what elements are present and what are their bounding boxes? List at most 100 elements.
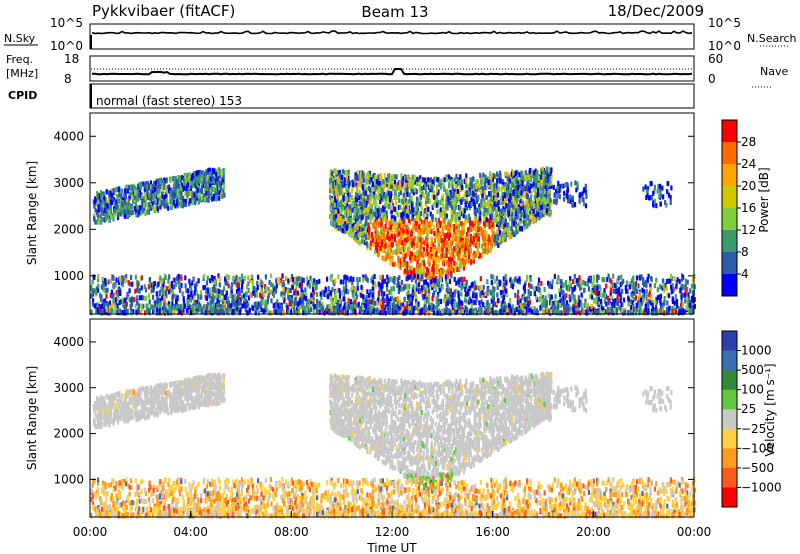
power-cell <box>102 211 105 217</box>
power-cell <box>131 281 134 287</box>
power-cell <box>251 280 254 286</box>
power-cell <box>546 198 549 204</box>
power-cell <box>504 235 507 241</box>
power-cell <box>403 245 407 251</box>
power-cell <box>496 201 499 207</box>
power-cell <box>412 181 415 187</box>
power-cell <box>204 193 208 199</box>
power-cell <box>517 190 520 195</box>
power-cell <box>221 193 224 199</box>
power-cell <box>460 199 463 205</box>
power-cell <box>475 199 478 204</box>
power-cell <box>384 224 387 229</box>
freq-label: Freq. <box>6 53 33 66</box>
power-cell <box>345 226 348 231</box>
power-cell <box>334 178 337 184</box>
power-cell <box>385 182 388 188</box>
power-cell <box>431 276 434 282</box>
power-cell <box>354 233 357 239</box>
power-cell <box>415 215 419 221</box>
power-cell <box>383 173 386 179</box>
power-cell <box>111 200 114 206</box>
power-cell <box>126 188 129 194</box>
power-cell <box>512 196 515 202</box>
power-cell <box>455 221 458 227</box>
power-cell <box>138 182 141 188</box>
power-cell <box>402 192 405 198</box>
power-cell <box>456 228 459 234</box>
power-cell <box>423 240 426 246</box>
power-cell <box>158 200 161 206</box>
power-cell <box>100 207 103 213</box>
power-cell <box>182 199 186 205</box>
power-cell <box>330 185 333 190</box>
power-cell <box>480 199 483 205</box>
power-cell <box>257 310 260 316</box>
power-cell <box>420 264 423 270</box>
power-cell <box>409 196 412 202</box>
power-cell <box>454 213 458 219</box>
power-cell <box>485 243 488 249</box>
power-cell <box>332 181 335 186</box>
power-cell <box>106 214 109 220</box>
power-cell <box>506 171 509 177</box>
power-cell <box>197 170 200 176</box>
power-cell <box>415 181 418 187</box>
power-cell <box>380 207 383 213</box>
power-cell <box>449 262 452 268</box>
power-cell <box>99 204 102 210</box>
power-cell <box>450 258 453 264</box>
power-cell <box>208 171 212 177</box>
power-cell <box>533 194 537 200</box>
power-cell <box>509 187 512 193</box>
power-cell <box>368 179 371 185</box>
power-cell <box>388 236 391 242</box>
power-cell <box>447 228 450 233</box>
power-cell <box>104 202 107 208</box>
power-cell <box>474 193 477 199</box>
power-cell <box>389 258 392 264</box>
power-cell <box>161 194 164 200</box>
power-cell <box>203 197 207 202</box>
power-cell <box>110 278 113 284</box>
power-cell <box>205 280 209 286</box>
power-cell <box>364 235 367 240</box>
power-cell <box>396 228 399 234</box>
power-cell <box>469 233 472 239</box>
power-cell <box>297 276 300 282</box>
power-cell <box>369 209 373 215</box>
power-cell <box>499 198 502 204</box>
power-cell <box>353 181 356 187</box>
power-cell <box>127 209 130 215</box>
power-cell <box>548 206 551 212</box>
power-cell <box>529 203 532 209</box>
power-cell <box>644 184 647 190</box>
power-cell <box>514 192 517 198</box>
power-cell <box>340 207 343 213</box>
power-cell <box>501 192 504 198</box>
power-cell <box>346 179 349 185</box>
power-cell <box>459 263 462 269</box>
power-cell <box>367 171 370 177</box>
power-cell <box>430 242 433 248</box>
power-cell <box>420 178 423 184</box>
power-cell <box>375 233 378 239</box>
power-cell <box>498 236 502 242</box>
power-cell <box>382 216 385 222</box>
power-cell <box>462 213 465 219</box>
freq-trace <box>91 68 693 76</box>
power-cell <box>218 167 221 173</box>
power-cell <box>408 181 411 187</box>
power-cell <box>405 237 408 243</box>
power-cell <box>465 189 468 195</box>
power-cell <box>403 232 406 238</box>
power-cell <box>451 248 454 254</box>
power-cell <box>427 177 430 183</box>
power-cell <box>390 233 394 239</box>
power-cell <box>178 201 181 207</box>
power-cell <box>170 205 173 211</box>
power-cell <box>211 172 214 178</box>
power-cell <box>215 196 218 202</box>
power-cell <box>386 229 390 235</box>
power-cell <box>183 182 186 188</box>
